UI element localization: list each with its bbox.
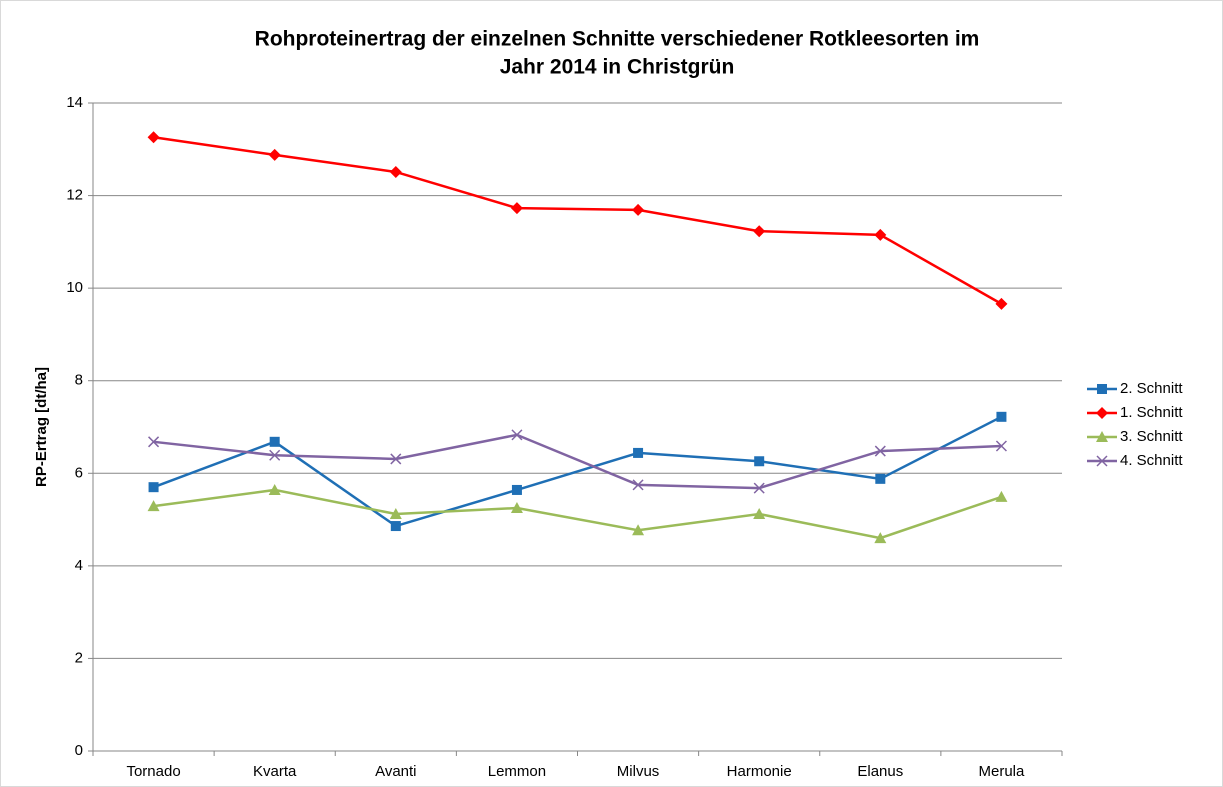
series-line	[153, 488, 1002, 540]
y-tick-label: 12	[66, 187, 83, 204]
chart-title: Rohproteinertrag der einzelnen Schnitte …	[255, 28, 980, 51]
y-axis-label: RP-Ertrag [dt/ha]	[33, 367, 50, 487]
y-tick-label: 6	[75, 464, 83, 481]
y-tick-label: 10	[66, 279, 83, 296]
marker	[269, 449, 281, 461]
marker	[147, 131, 160, 144]
marker	[510, 502, 523, 513]
marker	[148, 482, 159, 493]
marker	[875, 473, 886, 484]
x-tick-label: Harmonie	[727, 763, 792, 780]
marker	[996, 411, 1007, 422]
marker	[753, 508, 766, 520]
marker	[632, 524, 645, 536]
marker	[995, 440, 1007, 452]
y-tick-label: 2	[75, 649, 83, 666]
marker	[995, 490, 1008, 502]
x-tick-label: Merula	[979, 763, 1026, 780]
marker	[390, 453, 402, 465]
marker	[1096, 407, 1108, 419]
marker	[753, 482, 765, 494]
legend-label: 2. Schnitt	[1120, 380, 1183, 397]
series-line	[153, 136, 1003, 305]
y-tick-label: 0	[75, 742, 83, 759]
x-tick-label: Lemmon	[488, 763, 546, 780]
y-tick-label: 8	[75, 372, 83, 389]
legend-label: 1. Schnitt	[1120, 404, 1183, 421]
marker	[632, 479, 644, 491]
marker	[874, 445, 886, 457]
marker	[753, 225, 766, 238]
marker	[1097, 384, 1107, 394]
marker	[1096, 455, 1108, 467]
chart-title: Jahr 2014 in Christgrün	[500, 56, 735, 79]
marker	[874, 532, 887, 544]
marker	[148, 436, 160, 448]
marker	[995, 297, 1008, 310]
series-line	[153, 433, 1002, 490]
legend-label: 3. Schnitt	[1120, 428, 1183, 445]
marker	[389, 165, 402, 178]
marker	[389, 508, 402, 520]
marker	[874, 228, 887, 241]
y-tick-label: 14	[66, 94, 83, 111]
marker	[632, 203, 645, 216]
marker	[147, 500, 160, 512]
marker	[510, 202, 523, 215]
marker	[1096, 431, 1108, 442]
marker	[268, 148, 281, 161]
x-tick-label: Avanti	[375, 763, 416, 780]
y-tick-label: 4	[75, 557, 83, 574]
marker	[511, 484, 522, 495]
x-tick-label: Kvarta	[253, 763, 297, 780]
x-tick-label: Milvus	[617, 763, 660, 780]
marker	[754, 456, 765, 467]
x-tick-label: Tornado	[126, 763, 180, 780]
x-tick-label: Elanus	[857, 763, 903, 780]
marker	[511, 429, 523, 441]
marker	[269, 436, 280, 447]
legend-label: 4. Schnitt	[1120, 452, 1183, 469]
marker	[268, 483, 281, 495]
marker	[633, 447, 644, 458]
marker	[390, 521, 401, 532]
